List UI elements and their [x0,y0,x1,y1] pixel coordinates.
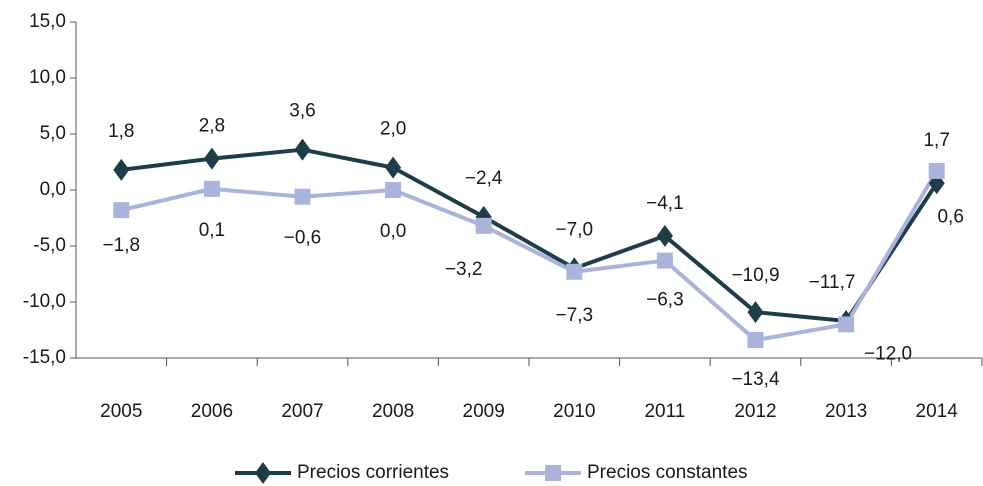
data-point [294,188,311,205]
data-label: 3,6 [289,101,315,122]
data-point [113,202,130,219]
data-point [928,162,945,179]
data-label: 1,8 [108,121,134,142]
data-label: 0,0 [380,221,406,242]
series-line [121,147,939,324]
y-tick-label: 5,0 [40,123,66,144]
legend-marker [545,465,561,481]
data-point [385,156,402,179]
data-label: −7,0 [556,219,594,240]
data-point [566,263,583,280]
data-label: 0,1 [199,220,225,241]
legend-label: Precios corrientes [297,462,449,483]
legend-label: Precios constantes [587,462,748,483]
y-tick-label: 10,0 [29,67,66,88]
data-label: 2,8 [199,116,225,137]
y-tick-label: 0,0 [40,179,66,200]
data-label: −2,4 [465,168,503,189]
x-tick-label: 2009 [463,401,505,422]
x-tick-label: 2006 [191,401,233,422]
data-point [203,180,220,197]
y-tick-label: -10,0 [23,291,66,312]
data-label: −6,3 [646,290,684,311]
data-point [747,301,764,324]
series-line [120,169,939,343]
data-point [656,252,673,269]
x-tick-label: 2010 [553,401,595,422]
data-point [294,138,311,161]
x-tick-label: 2012 [734,401,776,422]
data-point [113,158,130,181]
data-label: −7,3 [556,305,594,326]
data-label: −4,1 [646,193,684,214]
y-tick-label: -5,0 [33,235,66,256]
data-label: −12,0 [864,343,912,364]
data-label: −13,4 [731,369,780,390]
legend-marker [255,462,271,484]
x-tick-label: 2014 [916,401,959,422]
data-label: −0,6 [284,228,322,249]
data-label: −3,2 [445,259,483,280]
x-tick-label: 2008 [372,401,414,422]
x-tick-label: 2007 [281,401,323,422]
y-tick-label: 15,0 [29,11,66,32]
data-point [747,332,764,349]
x-tick-label: 2013 [825,401,867,422]
data-label: −1,8 [103,235,141,256]
data-label: 2,0 [380,119,406,140]
data-point [203,147,220,170]
data-label: 0,6 [937,206,963,227]
data-point [475,217,492,234]
data-point [656,224,673,247]
data-label: −11,7 [809,272,856,293]
data-point [385,182,402,198]
data-label: −10,9 [731,265,779,286]
x-tick-label: 2011 [644,401,685,422]
data-point [838,316,855,333]
y-tick-label: -15,0 [23,347,66,368]
x-tick-label: 2005 [100,401,142,422]
data-label: 1,7 [923,130,949,151]
